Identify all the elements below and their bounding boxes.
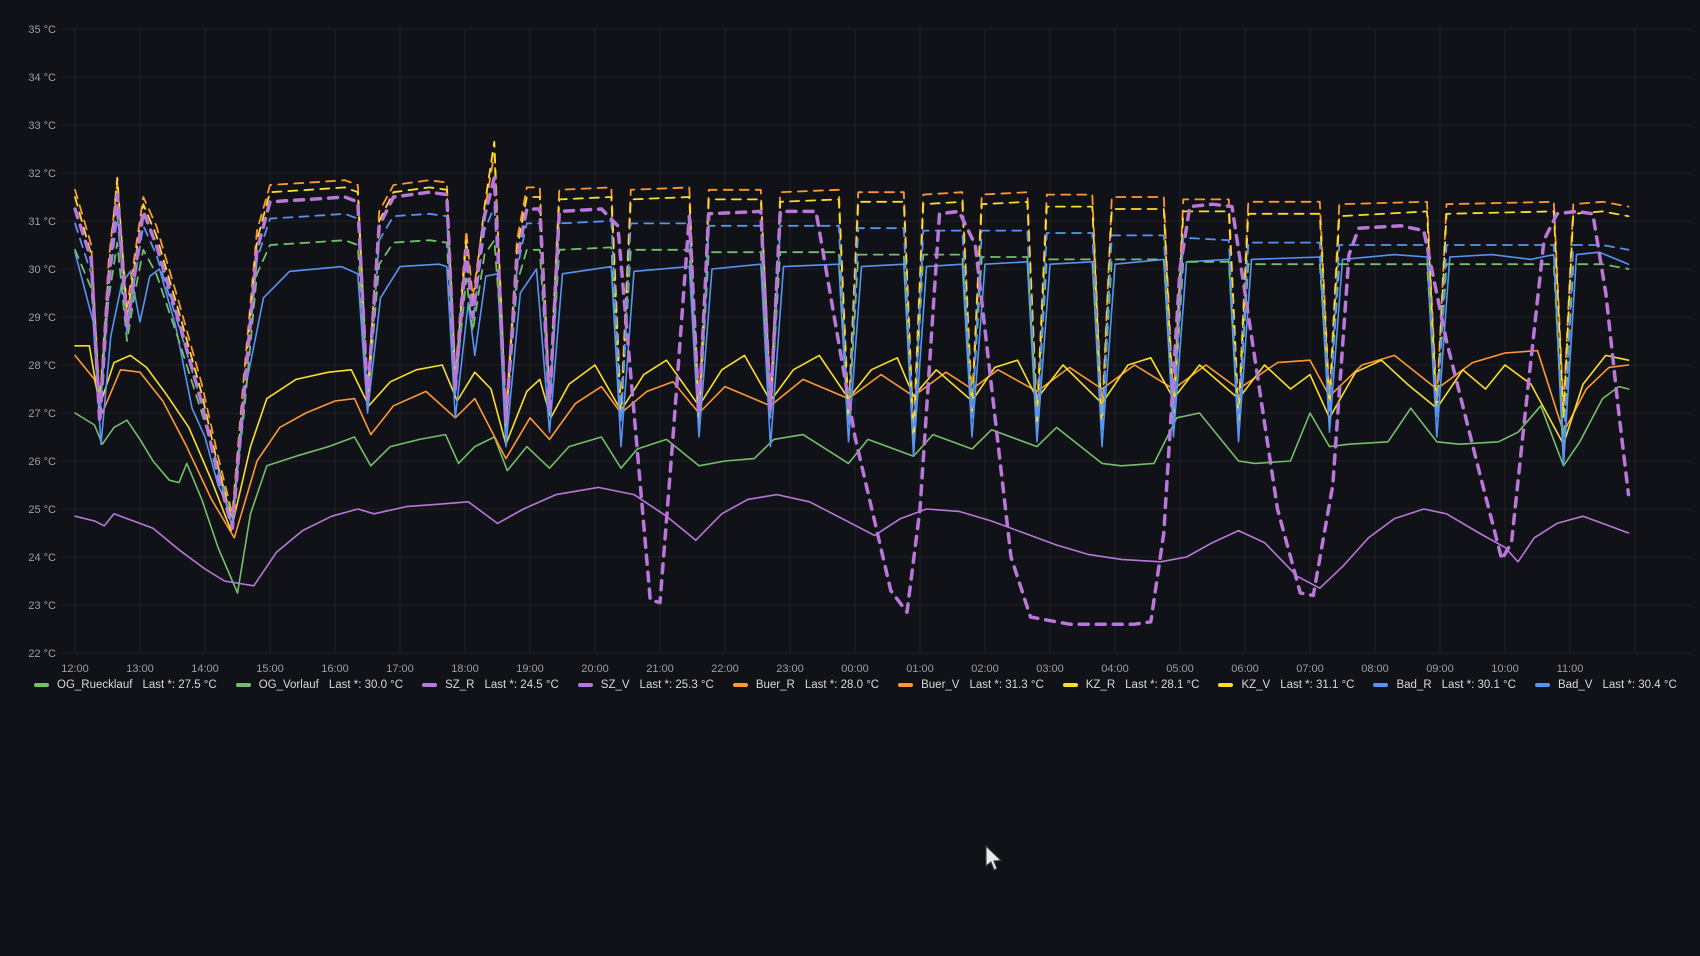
grafana-time-series-panel: 35 °C 34 °C 33 °C 32 °C 31 °C 30 °C 29 °C 28 °C… [0, 0, 1700, 956]
legend-last-value: Last *: 30.1 °C [1442, 679, 1516, 691]
y-axis-tick-label: 23 °C [28, 600, 56, 612]
legend-last-value: Last *: 30.0 °C [329, 679, 403, 691]
x-axis-tick-label: 07:00 [1296, 663, 1324, 675]
legend-last-value: Last *: 27.5 °C [142, 679, 216, 691]
legend-series-name: Buer_R [756, 679, 795, 691]
y-axis-tick-label: 29 °C [28, 312, 56, 324]
y-axis-tick-label: 32 °C [28, 168, 56, 180]
legend-item-KZ_V[interactable]: KZ_V Last *: 31.1 °C [1218, 679, 1354, 691]
legend-item-SZ_R[interactable]: SZ_R Last *: 24.5 °C [422, 679, 559, 691]
x-axis-tick-label: 12:00 [61, 663, 89, 675]
y-axis-tick-label: 31 °C [28, 216, 56, 228]
x-axis-tick-label: 22:00 [711, 663, 739, 675]
x-axis-tick-label: 01:00 [906, 663, 934, 675]
legend-swatch-icon [34, 683, 49, 687]
x-axis-tick-label: 10:00 [1491, 663, 1519, 675]
legend-last-value: Last *: 31.1 °C [1280, 679, 1354, 691]
legend-series-name: SZ_V [601, 679, 630, 691]
temperature-chart[interactable]: 35 °C 34 °C 33 °C 32 °C 31 °C 30 °C 29 °C 28 °C… [0, 0, 1700, 676]
legend-series-name: OG_Vorlauf [259, 679, 319, 691]
legend-swatch-icon [422, 683, 437, 687]
y-axis-tick-label: 26 °C [28, 456, 56, 468]
x-axis-tick-label: 21:00 [646, 663, 674, 675]
legend-item-OG_Ruecklauf[interactable]: OG_Ruecklauf Last *: 27.5 °C [34, 679, 217, 691]
legend-swatch-icon [1063, 683, 1078, 687]
x-axis-tick-label: 11:00 [1557, 663, 1584, 675]
x-axis-tick-label: 03:00 [1036, 663, 1064, 675]
legend-series-name: OG_Ruecklauf [57, 679, 132, 691]
legend-swatch-icon [733, 683, 748, 687]
y-axis-tick-label: 24 °C [28, 552, 56, 564]
y-axis-tick-label: 34 °C [28, 72, 56, 84]
x-axis-tick-label: 09:00 [1426, 663, 1454, 675]
legend-last-value: Last *: 30.4 °C [1602, 679, 1676, 691]
x-axis-tick-label: 02:00 [971, 663, 999, 675]
x-axis-tick-label: 23:00 [776, 663, 804, 675]
legend-last-value: Last *: 31.3 °C [969, 679, 1043, 691]
legend-series-name: KZ_V [1241, 679, 1270, 691]
legend-swatch-icon [1535, 683, 1550, 687]
x-axis-tick-label: 06:00 [1231, 663, 1259, 675]
legend-item-Bad_V[interactable]: Bad_V Last *: 30.4 °C [1535, 679, 1677, 691]
x-axis-tick-label: 18:00 [451, 663, 479, 675]
legend-item-SZ_V[interactable]: SZ_V Last *: 25.3 °C [578, 679, 714, 691]
y-axis-tick-label: 35 °C [28, 24, 56, 36]
legend-swatch-icon [1218, 683, 1233, 687]
legend-item-OG_Vorlauf[interactable]: OG_Vorlauf Last *: 30.0 °C [236, 679, 403, 691]
y-axis-tick-label: 25 °C [28, 504, 56, 516]
x-axis-tick-label: 13:00 [126, 663, 154, 675]
x-axis-tick-label: 00:00 [841, 663, 869, 675]
legend-swatch-icon [236, 683, 251, 687]
legend-last-value: Last *: 28.1 °C [1125, 679, 1199, 691]
x-axis-tick-label: 08:00 [1361, 663, 1389, 675]
legend-series-name: Bad_R [1396, 679, 1431, 691]
x-axis-tick-label: 19:00 [516, 663, 544, 675]
legend-last-value: Last *: 25.3 °C [640, 679, 714, 691]
x-axis-tick-label: 16:00 [321, 663, 349, 675]
x-axis-tick-label: 14:00 [191, 663, 219, 675]
series-line-SZ_R [75, 487, 1629, 588]
y-axis-tick-label: 27 °C [28, 408, 56, 420]
y-axis-tick-label: 30 °C [28, 264, 56, 276]
y-axis-tick-label: 28 °C [28, 360, 56, 372]
y-axis-tick-label: 33 °C [28, 120, 56, 132]
legend-series-name: Buer_V [921, 679, 959, 691]
legend-last-value: Last *: 28.0 °C [805, 679, 879, 691]
legend-series-name: Bad_V [1558, 679, 1593, 691]
series-line-Bad_R [75, 252, 1629, 516]
legend-item-Buer_R[interactable]: Buer_R Last *: 28.0 °C [733, 679, 879, 691]
series-line-OG_Vorlauf [75, 240, 1629, 516]
x-axis-tick-label: 15:00 [256, 663, 284, 675]
legend-last-value: Last *: 24.5 °C [485, 679, 559, 691]
legend-item-Bad_R[interactable]: Bad_R Last *: 30.1 °C [1373, 679, 1515, 691]
x-axis-tick-label: 17:00 [386, 663, 414, 675]
y-axis-tick-label: 22 °C [28, 648, 56, 660]
x-axis-tick-label: 04:00 [1101, 663, 1129, 675]
legend-swatch-icon [1373, 683, 1388, 687]
mouse-cursor-icon [984, 845, 1008, 873]
legend-swatch-icon [898, 683, 913, 687]
legend-swatch-icon [578, 683, 593, 687]
chart-legend: OG_Ruecklauf Last *: 27.5 °C OG_Vorlauf Las… [34, 679, 1677, 691]
x-axis-tick-label: 05:00 [1166, 663, 1194, 675]
legend-series-name: SZ_R [445, 679, 474, 691]
legend-series-name: KZ_R [1086, 679, 1115, 691]
legend-item-KZ_R[interactable]: KZ_R Last *: 28.1 °C [1063, 679, 1200, 691]
x-axis-tick-label: 20:00 [581, 663, 609, 675]
legend-item-Buer_V[interactable]: Buer_V Last *: 31.3 °C [898, 679, 1044, 691]
